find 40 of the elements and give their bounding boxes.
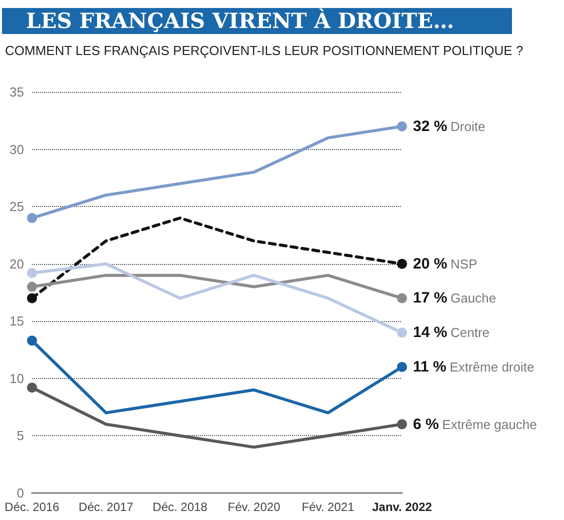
point: [397, 258, 407, 269]
chart-title: LES FRANÇAIS VIRENT À DROITE…: [2, 8, 512, 34]
data-label: 14 %: [413, 324, 448, 342]
point: [27, 282, 37, 292]
y-tick-label: 15: [10, 314, 24, 329]
y-tick-label: 0: [16, 486, 24, 500]
x-tick-label: Déc. 2017: [78, 500, 134, 514]
x-tick-label: Déc. 2016: [4, 500, 60, 514]
x-tick-label: Fév. 2021: [302, 500, 355, 514]
text: Gauche: [450, 290, 496, 306]
point: [27, 336, 37, 346]
text: NSP: [450, 256, 478, 272]
x-tick-label: Fév. 2020: [228, 500, 281, 514]
text: Centre: [450, 325, 490, 340]
point: [27, 213, 37, 224]
point: [27, 382, 37, 393]
point: [397, 293, 407, 304]
y-tick-label: 35: [10, 84, 24, 100]
point: [397, 121, 407, 132]
x-tick-label: Déc. 2018: [152, 500, 208, 514]
y-tick-label: 20: [10, 256, 24, 272]
text: Extrême gauche: [442, 416, 537, 432]
y-tick-label: 10: [10, 370, 24, 386]
point: [27, 293, 37, 304]
text: Extrême droite: [450, 359, 534, 374]
data-label: 20 %: [413, 255, 448, 272]
point: [397, 362, 407, 372]
data-label: 11 %: [413, 358, 446, 376]
y-tick-label: 5: [16, 428, 24, 444]
point: [397, 328, 407, 338]
point: [397, 419, 407, 430]
data-label: 17 %: [413, 290, 448, 307]
text: Droite: [450, 118, 486, 134]
y-tick-label: 25: [10, 199, 24, 214]
point: [27, 268, 37, 278]
chart-subtitle: COMMENT LES FRANÇAIS PERÇOIVENT-ILS LEUR POSITIONNEMENT POLITIQUE ?: [5, 43, 524, 58]
data-label: 32 %: [413, 118, 448, 135]
data-label: 6 %: [413, 416, 439, 433]
x-tick-label: Janv. 2022: [372, 500, 432, 514]
y-tick-label: 30: [10, 142, 24, 157]
